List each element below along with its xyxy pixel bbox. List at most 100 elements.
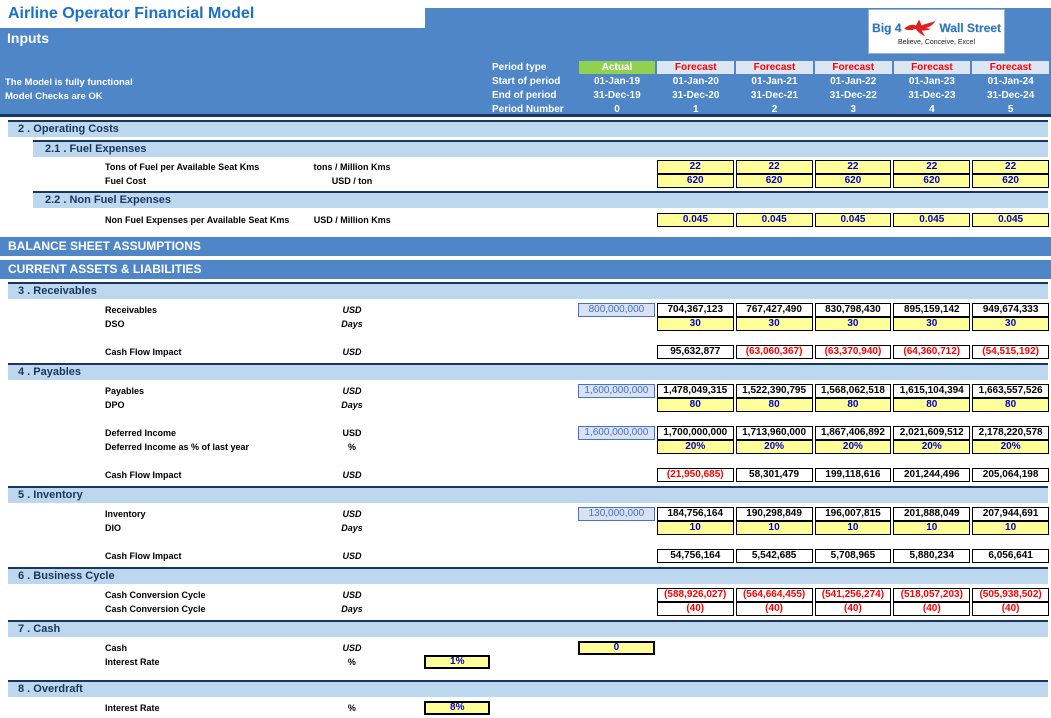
row-unit: % (347, 703, 356, 713)
data-row: Tons of Fuel per Available Seat Kms tons … (0, 160, 1051, 174)
row-group-receivables-rows: Receivables USD 800,000,000 704,367,123 767,… (0, 303, 1051, 359)
data-row: Non Fuel Expenses per Available Seat Kms… (0, 213, 1051, 227)
input-cell[interactable]: 0.045 (735, 213, 813, 227)
data-row: Receivables USD 800,000,000 704,367,123 767,… (0, 303, 1051, 317)
input-cell[interactable]: 20% (893, 440, 971, 454)
period-header-label: Start of period (492, 76, 561, 87)
calc-cell: 207,944,691 (972, 507, 1050, 521)
input-cell[interactable]: 30 (814, 317, 892, 331)
section-header-payables: 4 . Payables (8, 363, 1048, 380)
input-cell[interactable]: 620 (735, 174, 813, 188)
input-cell[interactable]: 620 (814, 174, 892, 188)
row-group-business-cycle-rows: Cash Conversion Cycle USD (588,926,027) (56… (0, 588, 1051, 616)
input-cell[interactable]: 20% (656, 440, 734, 454)
row-unit: Days (341, 523, 363, 533)
input-cell[interactable]: 1% (424, 655, 491, 669)
row-label: Fuel Cost (105, 176, 147, 186)
row-label: Inventory (105, 509, 146, 519)
input-cell[interactable]: 20% (814, 440, 892, 454)
calc-cell: 184,756,164 (656, 507, 734, 521)
input-cell[interactable]: 0.045 (972, 213, 1049, 227)
data-row: DSO Days 30 30 30 30 30 (0, 317, 1051, 331)
input-cell[interactable]: 10 (893, 521, 971, 535)
calc-cell: (541,256,274) (814, 588, 892, 602)
calc-cell: 704,367,123 (656, 303, 734, 317)
calc-cell: 196,007,815 (814, 507, 892, 521)
input-cell[interactable]: 80 (893, 398, 971, 412)
input-cell[interactable]: 22 (972, 160, 1050, 174)
input-cell[interactable]: 10 (814, 521, 892, 535)
spacer-row (0, 331, 1051, 345)
input-cell[interactable]: 10 (735, 521, 813, 535)
input-cell[interactable]: 0.045 (657, 213, 734, 227)
row-group-cash-rows: Cash USD 0 Interest Rate% 1% (0, 641, 1051, 669)
input-cell[interactable]: 22 (814, 160, 892, 174)
data-row: Deferred Income as % of last year% 20% 20%… (0, 440, 1051, 454)
period-end-date-cell: 31-Dec-22 (829, 90, 877, 101)
period-type-cell: Actual (578, 61, 656, 74)
input-cell[interactable]: 620 (972, 174, 1050, 188)
input-cell[interactable]: 22 (656, 160, 734, 174)
data-row: Cash Conversion Cycle Days (40) (40) (40) (40… (0, 602, 1051, 616)
row-label: Tons of Fuel per Available Seat Kms (105, 162, 260, 172)
input-cell[interactable]: 22 (735, 160, 813, 174)
input-cell[interactable]: 10 (656, 521, 734, 535)
period-start-date-cell: 01-Jan-19 (593, 76, 641, 87)
section-header-cash: 7 . Cash (8, 620, 1048, 637)
calc-cell: 767,427,490 (735, 303, 813, 317)
input-cell[interactable]: 620 (893, 174, 971, 188)
page-title: Airline Operator Financial Model (8, 5, 255, 22)
period-type-cell: Forecast (657, 61, 735, 74)
row-label: Cash Conversion Cycle (105, 590, 206, 600)
calc-cell: (40) (814, 602, 892, 616)
period-header-row: Period type Actual Forecast Forecast Forecas… (0, 61, 1051, 74)
pre-column-slot: 8% (424, 701, 491, 715)
linked-cell: 800,000,000 (577, 303, 655, 317)
model-body: 2 . Operating Costs 2.1 . Fuel Expenses To… (0, 120, 1051, 715)
section-header-fuel-expenses: 2.1 . Fuel Expenses (33, 140, 1048, 157)
row-unit: USD (342, 347, 362, 357)
row-group-fuel-rows: Tons of Fuel per Available Seat Kms tons … (0, 160, 1051, 188)
input-cell[interactable]: 8% (424, 701, 491, 715)
calc-cell: 54,756,164 (656, 549, 734, 563)
row-group-non-fuel-rows: Non Fuel Expenses per Available Seat Kms… (0, 213, 1051, 227)
spacer-row (0, 412, 1051, 426)
calc-cell: 58,301,479 (735, 468, 813, 482)
row-unit: USD (342, 305, 362, 315)
calc-cell: 1,615,104,394 (893, 384, 971, 398)
input-cell[interactable]: 20% (735, 440, 813, 454)
data-row: Interest Rate% 1% (0, 655, 1051, 669)
input-cell[interactable]: 80 (814, 398, 892, 412)
input-cell[interactable]: 80 (735, 398, 813, 412)
calc-cell: 895,159,142 (893, 303, 971, 317)
input-cell[interactable]: 10 (972, 521, 1050, 535)
row-unit: USD / ton (331, 176, 373, 186)
calc-cell: 95,632,877 (656, 345, 734, 359)
input-cell[interactable]: 80 (972, 398, 1050, 412)
period-start-date-cell: 01-Jan-23 (908, 76, 955, 87)
period-header-label: Period Number (492, 104, 564, 115)
row-unit: USD (342, 509, 362, 519)
row-label: Cash Flow Impact (105, 470, 182, 480)
logo-text-left: Big 4 (872, 20, 902, 35)
input-cell[interactable]: 0.045 (893, 213, 971, 227)
period-number-cell: 5 (1007, 104, 1014, 115)
input-cell[interactable]: 22 (893, 160, 971, 174)
input-cell[interactable]: 20% (972, 440, 1050, 454)
period-end-date-cell: 31-Dec-23 (908, 90, 956, 101)
input-cell[interactable]: 30 (972, 317, 1050, 331)
input-cell[interactable]: 0 (577, 641, 655, 655)
row-unit: tons / Million Kms (313, 162, 391, 172)
period-number-cell: 2 (771, 104, 778, 115)
row-unit: % (347, 442, 356, 452)
input-cell[interactable]: 620 (656, 174, 734, 188)
input-cell[interactable]: 80 (656, 398, 734, 412)
logo-tagline: Believe, Conceive, Excel (897, 38, 976, 46)
input-cell[interactable]: 30 (735, 317, 813, 331)
input-cell[interactable]: 0.045 (814, 213, 892, 227)
input-cell[interactable]: 30 (656, 317, 734, 331)
row-unit: Days (341, 400, 363, 410)
row-label: Interest Rate (105, 703, 160, 713)
input-cell[interactable]: 30 (893, 317, 971, 331)
period-end-date-cell: 31-Dec-24 (987, 90, 1035, 101)
